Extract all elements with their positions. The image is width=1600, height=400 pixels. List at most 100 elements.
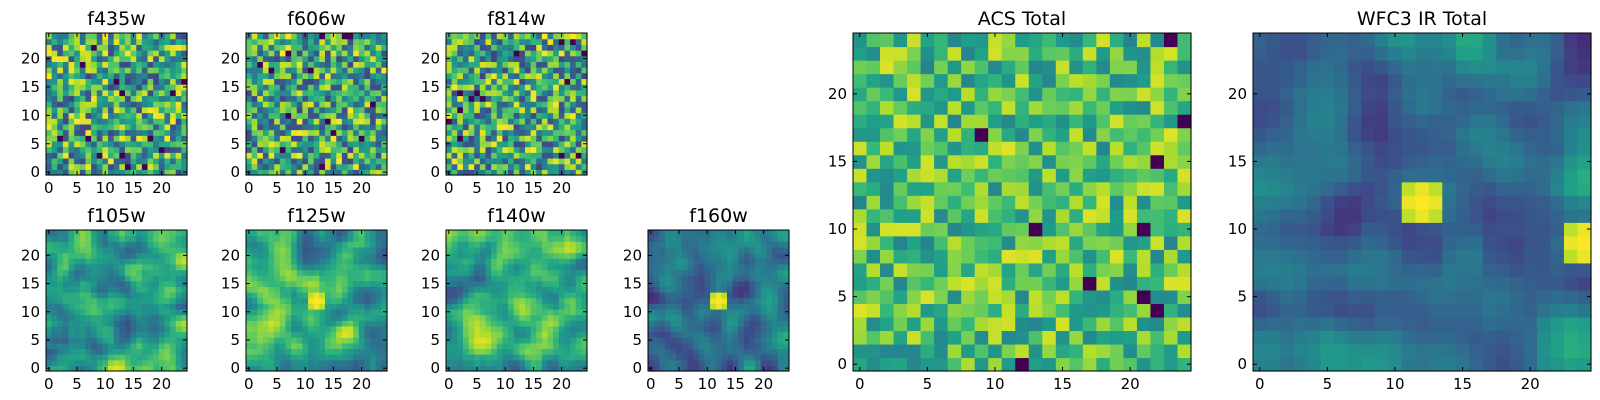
heatmap-cell (113, 275, 120, 282)
heatmap-cell (446, 78, 453, 85)
heatmap-cell (353, 275, 360, 282)
heatmap-cell (468, 297, 475, 304)
heatmap-cell (251, 55, 258, 62)
heatmap-cell (96, 258, 103, 265)
heatmap-cell (291, 33, 298, 40)
heatmap-cell (364, 331, 371, 338)
heatmap-cell (62, 314, 70, 321)
heatmap-cell (358, 78, 366, 85)
heatmap-cell (268, 320, 275, 327)
heatmap-cell (564, 308, 571, 316)
heatmap-cell (353, 72, 360, 80)
heatmap-cell (462, 84, 470, 91)
heatmap-cell (353, 258, 360, 265)
heatmap-cell (136, 140, 143, 148)
heatmap-cell (648, 258, 655, 265)
heatmap-cell (308, 152, 315, 159)
heatmap-cell (262, 331, 270, 338)
heatmap-cell (353, 331, 360, 338)
heatmap-cell (370, 72, 377, 80)
heatmap-cell (74, 263, 81, 271)
heatmap-cell (508, 157, 515, 165)
heatmap-cell (866, 357, 881, 372)
heatmap-cell (451, 44, 458, 51)
heatmap-cell (496, 275, 503, 282)
heatmap-cell (246, 146, 253, 153)
heatmap-cell (1015, 235, 1030, 250)
heatmap-cell (347, 303, 354, 310)
heatmap-cell (375, 348, 382, 355)
heatmap-cell (536, 297, 543, 304)
heatmap-cell (920, 181, 935, 196)
heatmap-cell (755, 337, 762, 344)
heatmap-cell (974, 181, 989, 196)
heatmap-cell (777, 269, 784, 276)
heatmap-cell (79, 33, 87, 40)
heatmap-cell (370, 292, 377, 299)
heatmap-cell (319, 314, 326, 321)
heatmap-cell (164, 163, 171, 170)
heatmap-cell (364, 246, 371, 254)
heatmap-cell (291, 325, 298, 333)
heatmap-cell (291, 163, 298, 170)
heatmap-cell (451, 140, 458, 148)
heatmap-cell (519, 292, 526, 299)
heatmap-cell (462, 78, 470, 85)
heatmap-cell (108, 246, 115, 254)
heatmap-cell (251, 303, 258, 310)
heatmap-cell (519, 235, 526, 242)
heatmap-cell (147, 38, 154, 45)
heatmap-cell (676, 320, 683, 327)
heatmap-cell (251, 252, 258, 259)
heatmap-cell (853, 181, 868, 196)
heatmap-cell (947, 357, 962, 372)
heatmap-cell (519, 61, 526, 68)
heatmap-cell (491, 95, 498, 102)
heatmap-cell (508, 308, 515, 316)
heatmap-cell (474, 308, 481, 316)
heatmap-cell (57, 258, 64, 265)
heatmap-cell (653, 365, 660, 372)
heatmap-cell (74, 140, 81, 148)
x-tick-label: 5 (72, 179, 82, 197)
heatmap-cell (291, 112, 298, 119)
heatmap-cell (530, 72, 537, 80)
heatmap-cell (291, 337, 298, 344)
heatmap-cell (502, 269, 509, 276)
heatmap-cell (547, 275, 554, 282)
heatmap-cell (170, 280, 177, 287)
heatmap-cell (524, 292, 532, 299)
heatmap-cell (336, 112, 343, 119)
heatmap-cell (181, 331, 188, 338)
heatmap-cell (113, 342, 120, 350)
heatmap-cell (324, 95, 332, 102)
heatmap-cell (676, 286, 683, 293)
heatmap-cell (446, 89, 453, 97)
heatmap-cell (370, 263, 377, 271)
heatmap-cell (291, 146, 298, 153)
heatmap-cell (291, 72, 298, 80)
heatmap-cell (446, 331, 453, 338)
heatmap-cell (375, 325, 382, 333)
heatmap-cell (766, 348, 773, 355)
heatmap-cell (291, 342, 298, 350)
heatmap-cell (296, 67, 303, 74)
heatmap-cell (102, 286, 109, 293)
heatmap-cell (570, 89, 577, 97)
heatmap-cell (175, 72, 182, 80)
heatmap-cell (268, 286, 275, 293)
heatmap-cell (457, 95, 464, 102)
heatmap-cell (336, 280, 343, 287)
heatmap-cell (755, 359, 762, 366)
heatmap-cell (681, 241, 689, 248)
heatmap-cell (57, 101, 64, 108)
heatmap-cell (715, 258, 722, 265)
heatmap-cell (68, 303, 75, 310)
heatmap-cell (375, 252, 382, 259)
heatmap-cell (457, 342, 464, 350)
heatmap-cell (575, 123, 582, 131)
heatmap-cell (693, 325, 700, 333)
heatmap-cell (485, 235, 492, 242)
heatmap-cell (181, 342, 188, 350)
heatmap-cell (462, 297, 470, 304)
